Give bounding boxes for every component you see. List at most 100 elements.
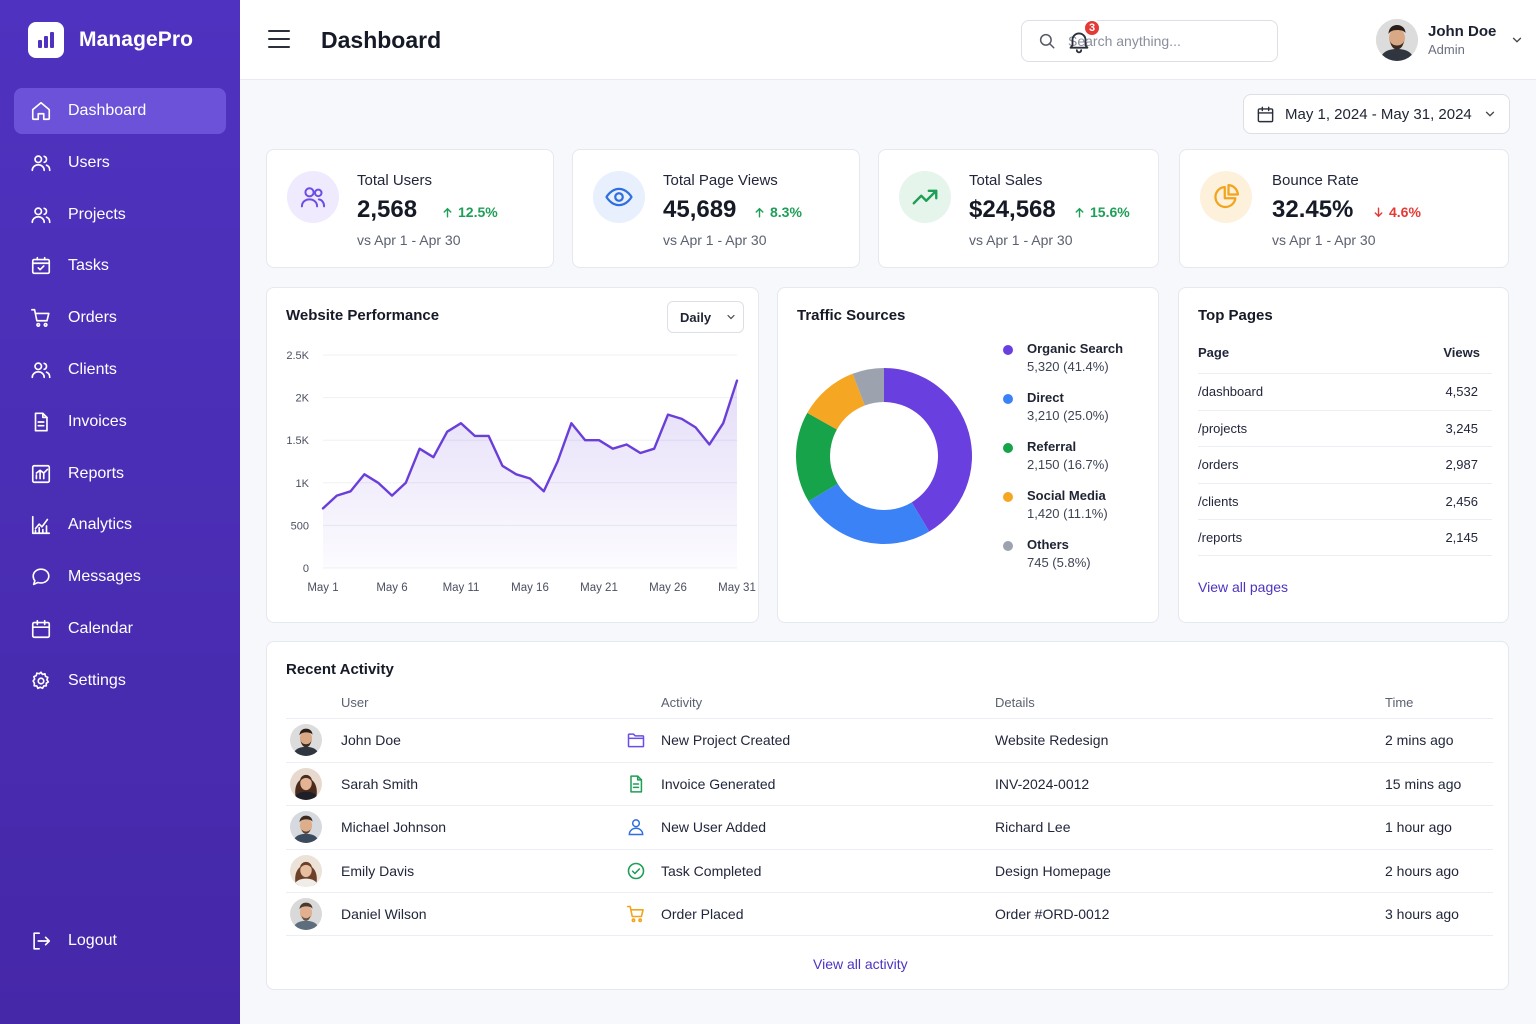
legend-item: Referral 2,150 (16.7%) xyxy=(1003,438,1143,474)
table-row[interactable]: /reports 2,145 xyxy=(1198,519,1492,556)
column-header-time: Time xyxy=(1385,695,1414,710)
page-path: /dashboard xyxy=(1198,384,1264,400)
activity-time: 1 hour ago xyxy=(1385,819,1452,836)
stat-comparison: vs Apr 1 - Apr 30 xyxy=(1272,232,1376,248)
performance-chart: 0 500 1K 1.5K 2K 2.5K May 1 May 6 May 11 May 16 Ma… xyxy=(286,350,756,594)
sidebar-item-label: Orders xyxy=(68,309,117,327)
stat-change: 8.3% xyxy=(753,204,802,220)
y-tick-label: 0 xyxy=(303,563,309,575)
sidebar-item-analytics[interactable]: Analytics xyxy=(14,502,226,548)
sidebar-item-messages[interactable]: Messages xyxy=(14,554,226,600)
y-tick-label: 1K xyxy=(296,478,310,490)
stat-comparison: vs Apr 1 - Apr 30 xyxy=(969,232,1073,248)
sidebar-item-users[interactable]: Users xyxy=(14,140,226,186)
donut-slice-referral[interactable] xyxy=(796,412,838,502)
chevron-down-icon xyxy=(1513,37,1522,43)
page-views: 2,456 xyxy=(1445,494,1478,510)
card-title: Traffic Sources xyxy=(797,307,906,324)
user-icon xyxy=(628,819,644,836)
view-all-activity-link[interactable]: View all activity xyxy=(813,956,908,972)
column-header-details: Details xyxy=(995,695,1035,710)
sidebar-item-dashboard[interactable]: Dashboard xyxy=(14,88,226,134)
page-views: 2,145 xyxy=(1445,530,1478,546)
date-range-picker[interactable]: May 1, 2024 - May 31, 2024 xyxy=(1243,94,1510,134)
sidebar-item-clients[interactable]: Clients xyxy=(14,347,226,393)
stat-comparison: vs Apr 1 - Apr 30 xyxy=(663,232,767,248)
table-row[interactable]: John Doe New Project Created Website Red… xyxy=(286,718,1493,762)
avatar xyxy=(1376,19,1418,61)
table-row[interactable]: Daniel Wilson Order Placed Order #ORD-00… xyxy=(286,892,1493,936)
x-tick-label: May 6 xyxy=(376,582,407,594)
user-menu[interactable]: John Doe Admin xyxy=(1376,19,1524,61)
sidebar-item-settings[interactable]: Settings xyxy=(14,658,226,704)
legend-dot xyxy=(1003,394,1013,404)
avatar xyxy=(290,855,322,888)
activity-user: Daniel Wilson xyxy=(341,906,427,923)
column-header-page: Page xyxy=(1198,345,1230,360)
top-header: Dashboard 3 John Doe Admin xyxy=(240,0,1536,80)
reports-icon xyxy=(31,464,51,483)
page-path: /reports xyxy=(1198,530,1243,546)
logout-button[interactable]: Logout xyxy=(14,918,226,964)
sidebar-item-calendar[interactable]: Calendar xyxy=(14,606,226,652)
donut-slice-others[interactable] xyxy=(852,368,884,406)
activity-details: INV-2024-0012 xyxy=(995,775,1090,792)
message-icon xyxy=(32,568,50,586)
view-all-pages-link[interactable]: View all pages xyxy=(1198,579,1289,595)
cart-icon xyxy=(626,905,644,923)
legend-item: Social Media 1,420 (11.1%) xyxy=(1003,487,1143,523)
sidebar-item-orders[interactable]: Orders xyxy=(14,295,226,341)
gear-icon xyxy=(32,671,50,689)
clients-icon xyxy=(31,362,51,379)
brand[interactable]: ManagePro xyxy=(28,22,193,58)
period-value: Daily xyxy=(680,309,712,325)
y-tick-label: 1.5K xyxy=(286,435,309,447)
sidebar-item-invoices[interactable]: Invoices xyxy=(14,399,226,445)
check-circle-icon xyxy=(627,862,645,880)
legend-dot xyxy=(1003,345,1013,355)
table-row[interactable]: /orders 2,987 xyxy=(1198,446,1492,483)
chevron-down-icon xyxy=(727,314,735,320)
bell-icon[interactable] xyxy=(1066,28,1092,54)
sidebar-item-label: Messages xyxy=(68,568,141,586)
legend-name: Direct xyxy=(1027,390,1064,405)
search-input[interactable] xyxy=(1068,33,1258,49)
table-row[interactable]: /projects 3,245 xyxy=(1198,409,1492,447)
tasks-icon xyxy=(31,257,51,275)
stat-value: 2,568 xyxy=(357,196,418,223)
table-row[interactable]: Sarah Smith Invoice Generated INV-2024-0… xyxy=(286,761,1493,806)
legend-item: Direct 3,210 (25.0%) xyxy=(1003,389,1143,425)
donut-slice-social-media[interactable] xyxy=(807,373,865,430)
period-select[interactable]: Daily xyxy=(667,301,744,333)
brand-name: ManagePro xyxy=(79,28,194,51)
logout-icon xyxy=(33,932,51,950)
menu-toggle-icon[interactable] xyxy=(268,30,290,48)
stat-label: Total Users xyxy=(357,172,433,189)
search-box[interactable] xyxy=(1021,20,1278,62)
table-row[interactable]: /clients 2,456 xyxy=(1198,482,1492,520)
users-icon xyxy=(287,171,339,223)
sidebar-item-projects[interactable]: Projects xyxy=(14,192,226,238)
y-tick-label: 500 xyxy=(291,520,309,532)
sidebar-item-tasks[interactable]: Tasks xyxy=(14,243,226,289)
activity-user: Emily Davis xyxy=(341,863,415,880)
sidebar-item-reports[interactable]: Reports xyxy=(14,451,226,497)
y-tick-label: 2.5K xyxy=(286,350,309,362)
table-row[interactable]: Emily Davis Task Completed Design Homepa… xyxy=(286,848,1493,893)
donut-slice-organic-search[interactable] xyxy=(884,368,972,532)
projects-icon xyxy=(31,206,51,223)
stat-card-total-users: Total Users 2,568 12.5% vs Apr 1 - Apr 3… xyxy=(266,149,554,268)
donut-slice-direct[interactable] xyxy=(808,483,930,544)
table-row[interactable]: Michael Johnson New User Added Richard L… xyxy=(286,805,1493,849)
stat-change: 12.5% xyxy=(441,204,498,220)
activity-type: New User Added xyxy=(661,819,767,836)
stat-change-value: 8.3% xyxy=(770,204,802,220)
stat-change-value: 12.5% xyxy=(458,204,498,220)
activity-details: Website Redesign xyxy=(995,732,1109,749)
legend-name: Social Media xyxy=(1027,488,1106,503)
stat-value: 32.45% xyxy=(1272,196,1354,223)
pie-chart-icon xyxy=(1200,171,1252,223)
column-header-activity: Activity xyxy=(661,695,703,710)
legend-name: Others xyxy=(1027,537,1069,552)
table-row[interactable]: /dashboard 4,532 xyxy=(1198,373,1492,410)
